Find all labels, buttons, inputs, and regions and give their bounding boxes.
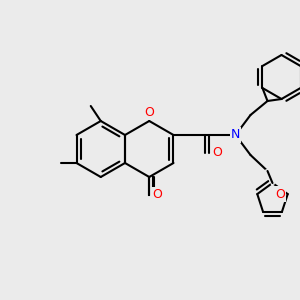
Text: N: N (231, 128, 240, 142)
Text: O: O (275, 188, 285, 201)
Text: O: O (144, 106, 154, 118)
Text: O: O (213, 146, 222, 160)
Text: O: O (152, 188, 162, 202)
